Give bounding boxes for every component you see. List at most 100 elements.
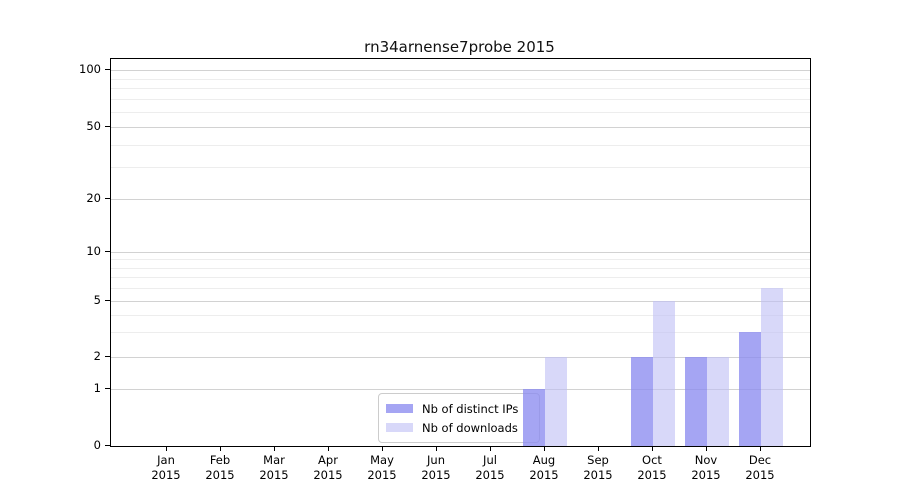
- x-tick-mark: [328, 446, 330, 451]
- minor-gridline: [111, 259, 810, 261]
- x-tick-month: Oct: [642, 453, 662, 467]
- x-tick-month: Aug: [532, 453, 556, 467]
- minor-gridline: [111, 88, 810, 90]
- x-tick-year: 2015: [583, 467, 613, 482]
- x-tick-mark: [382, 446, 384, 451]
- x-tick-mark: [706, 446, 708, 451]
- major-gridline: [111, 127, 810, 128]
- y-tick-mark: [105, 445, 110, 447]
- x-tick-year: 2015: [151, 467, 181, 482]
- minor-gridline: [111, 167, 810, 169]
- x-tick-mark: [166, 446, 168, 451]
- x-tick-month: Sep: [587, 453, 609, 467]
- legend-item-downloads: Nb of downloads: [386, 418, 531, 437]
- x-tick-month: Dec: [748, 453, 772, 467]
- legend-box: Nb of distinct IPs Nb of downloads: [378, 393, 540, 443]
- plot-area: Nb of distinct IPs Nb of downloads: [110, 58, 811, 447]
- major-gridline: [111, 199, 810, 200]
- x-tick-mark: [274, 446, 276, 451]
- x-tick-label: Dec 2015: [732, 453, 788, 482]
- major-gridline: [111, 357, 810, 358]
- minor-gridline: [111, 267, 810, 269]
- bar-nov-distinct-ips: [685, 357, 707, 446]
- major-gridline: [111, 389, 810, 390]
- y-tick-mark: [105, 300, 110, 302]
- bar-oct-distinct-ips: [631, 357, 653, 446]
- x-tick-year: 2015: [367, 467, 397, 482]
- x-tick-label: Feb 2015: [192, 453, 248, 482]
- x-tick-month: Feb: [209, 453, 231, 467]
- y-tick-label: 1: [93, 381, 101, 395]
- major-gridline: [111, 70, 810, 71]
- x-tick-month: Jun: [427, 453, 445, 467]
- y-tick-label: 20: [86, 191, 101, 205]
- minor-gridline: [111, 288, 810, 290]
- x-tick-month: Apr: [318, 453, 338, 467]
- minor-gridline: [111, 144, 810, 146]
- x-tick-mark: [436, 446, 438, 451]
- x-tick-year: 2015: [475, 467, 505, 482]
- x-tick-month: Nov: [694, 453, 718, 467]
- legend-swatch-downloads: [386, 423, 413, 432]
- bar-aug-distinct-ips: [523, 389, 545, 446]
- y-tick-mark: [105, 388, 110, 390]
- legend-label-downloads: Nb of downloads: [422, 420, 518, 435]
- x-tick-mark: [544, 446, 546, 451]
- minor-gridline: [111, 78, 810, 80]
- minor-gridline: [111, 332, 810, 334]
- x-tick-month: Jan: [157, 453, 175, 467]
- y-tick-mark: [105, 126, 110, 128]
- y-tick-label: 2: [93, 349, 101, 363]
- y-tick-label: 5: [93, 293, 101, 307]
- y-tick-mark: [105, 251, 110, 253]
- y-tick-mark: [105, 356, 110, 358]
- chart-title: rn34arnense7probe 2015: [364, 38, 555, 56]
- x-tick-mark: [490, 446, 492, 451]
- x-tick-label: Jan 2015: [138, 453, 194, 482]
- y-tick-label: 50: [86, 119, 101, 133]
- y-tick-label: 10: [86, 244, 101, 258]
- x-tick-mark: [652, 446, 654, 451]
- x-tick-year: 2015: [259, 467, 289, 482]
- x-tick-year: 2015: [313, 467, 343, 482]
- legend-label-distinct-ips: Nb of distinct IPs: [422, 401, 519, 416]
- x-tick-year: 2015: [205, 467, 235, 482]
- x-tick-year: 2015: [691, 467, 721, 482]
- x-tick-mark: [760, 446, 762, 451]
- x-tick-mark: [220, 446, 222, 451]
- x-tick-label: Mar 2015: [246, 453, 302, 482]
- legend-swatch-distinct-ips: [386, 404, 413, 413]
- x-tick-month: Mar: [263, 453, 285, 467]
- x-tick-label: Nov 2015: [678, 453, 734, 482]
- y-tick-mark: [105, 198, 110, 200]
- minor-gridline: [111, 99, 810, 101]
- x-tick-label: Apr 2015: [300, 453, 356, 482]
- x-tick-label: Sep 2015: [570, 453, 626, 482]
- x-tick-year: 2015: [421, 467, 451, 482]
- y-tick-mark: [105, 69, 110, 71]
- bar-aug-downloads: [545, 357, 567, 446]
- x-tick-label: Jun 2015: [408, 453, 464, 482]
- x-tick-month: May: [370, 453, 394, 467]
- major-gridline: [111, 252, 810, 253]
- bar-oct-downloads: [653, 301, 675, 446]
- bar-dec-downloads: [761, 288, 783, 446]
- x-tick-year: 2015: [637, 467, 667, 482]
- y-tick-label: 0: [93, 438, 101, 452]
- x-tick-label: Jul 2015: [462, 453, 518, 482]
- minor-gridline: [111, 277, 810, 279]
- x-tick-month: Jul: [483, 453, 497, 467]
- y-tick-label: 100: [79, 62, 101, 76]
- x-tick-year: 2015: [529, 467, 559, 482]
- x-tick-label: Aug 2015: [516, 453, 572, 482]
- x-tick-year: 2015: [745, 467, 775, 482]
- x-tick-mark: [598, 446, 600, 451]
- legend-item-distinct-ips: Nb of distinct IPs: [386, 399, 531, 418]
- bar-dec-distinct-ips: [739, 332, 761, 446]
- minor-gridline: [111, 314, 810, 316]
- major-gridline: [111, 301, 810, 302]
- x-tick-label: Oct 2015: [624, 453, 680, 482]
- x-tick-label: May 2015: [354, 453, 410, 482]
- minor-gridline: [111, 112, 810, 113]
